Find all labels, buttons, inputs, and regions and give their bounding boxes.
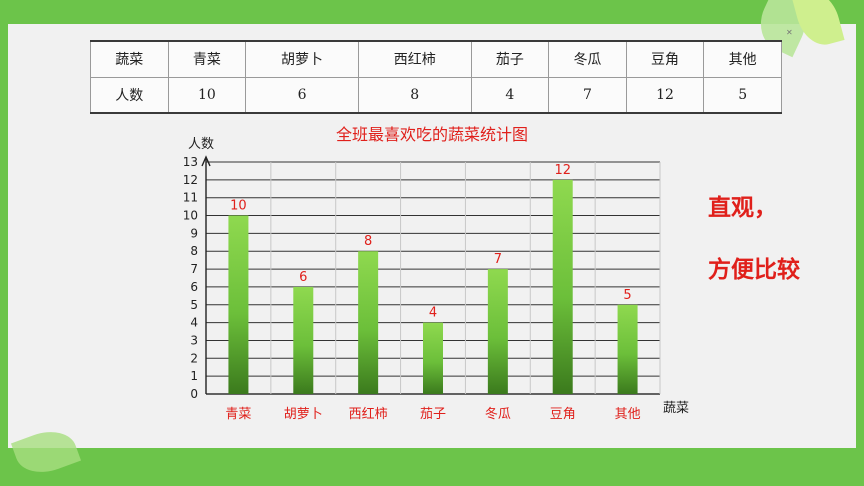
y-tick-label: 8: [190, 244, 198, 258]
table-cell: 5: [703, 76, 782, 113]
y-tick-label: 3: [190, 333, 198, 347]
bar-value-label: 6: [299, 270, 307, 285]
table-cell: 7: [548, 76, 627, 113]
y-tick-label: 0: [190, 387, 198, 401]
table-cell: 冬瓜: [548, 41, 627, 78]
bar-3: [358, 251, 379, 394]
bar-5: [487, 269, 508, 394]
bar-7: [617, 304, 638, 394]
bar-2: [293, 286, 314, 394]
x-tick-label: 茄子: [420, 407, 446, 422]
x-tick-label: 其他: [615, 407, 641, 422]
bar-value-label: 12: [554, 163, 571, 178]
y-tick-label: 12: [183, 173, 198, 187]
bar-value-label: 5: [623, 288, 631, 303]
table-cell: 4: [470, 76, 550, 113]
y-tick-label: 7: [190, 262, 198, 276]
note-line-2: 方便比较: [708, 257, 800, 283]
table-cell: 其他: [703, 41, 782, 78]
bar-4: [423, 322, 443, 394]
y-axis-label: 人数: [188, 137, 214, 152]
bar-value-label: 7: [494, 252, 502, 267]
bar-6: [552, 179, 573, 394]
x-tick-label: 胡萝卜: [284, 407, 323, 422]
y-tick-label: 4: [190, 316, 198, 330]
x-axis-label: 蔬菜: [663, 401, 689, 416]
table-cell: 10: [167, 76, 247, 113]
note-line-1: 直观，: [708, 195, 777, 221]
bar-layer: 10 6 8 4 7 12 5: [228, 163, 638, 394]
y-tick-label: 11: [183, 191, 198, 205]
y-tick-label: 2: [190, 351, 198, 365]
table-cell: 人数: [90, 76, 169, 113]
close-icon[interactable]: ✕: [786, 28, 793, 37]
bar-value-label: 8: [364, 234, 372, 249]
x-tick-label: 西红柿: [349, 406, 388, 422]
y-tick-label: 9: [190, 226, 198, 240]
y-tick-label: 6: [190, 280, 198, 294]
y-tick-label: 10: [183, 209, 198, 223]
x-tick-label: 冬瓜: [485, 406, 511, 422]
bar-value-label: 10: [230, 199, 247, 214]
y-tick-label: 5: [190, 298, 198, 312]
y-tick-label: 1: [190, 369, 198, 383]
y-axis-arrow: [201, 155, 211, 167]
table-row: 蔬菜 青菜 胡萝卜 西红柿 茄子 冬瓜 豆角 其他: [90, 41, 782, 78]
table-cell: 胡萝卜: [245, 41, 359, 78]
bar-value-label: 4: [429, 306, 437, 321]
table-row: 人数 10 6 8 4 7 12 5: [90, 76, 782, 113]
bar-1: [228, 215, 249, 394]
y-tick-label: 13: [183, 155, 198, 169]
chart-title: 全班最喜欢吃的蔬菜统计图: [336, 125, 528, 144]
data-table: 蔬菜 青菜 胡萝卜 西红柿 茄子 冬瓜 豆角 其他 人数 10 6 8 4 7 …: [90, 40, 782, 114]
table-cell: 蔬菜: [90, 41, 169, 78]
x-tick-label: 青菜: [225, 407, 251, 422]
table-cell: 豆角: [625, 41, 705, 78]
table-cell: 青菜: [167, 41, 247, 78]
table-cell: 8: [357, 76, 472, 113]
x-tick-label: 豆角: [550, 407, 576, 422]
table-cell: 12: [625, 76, 705, 113]
